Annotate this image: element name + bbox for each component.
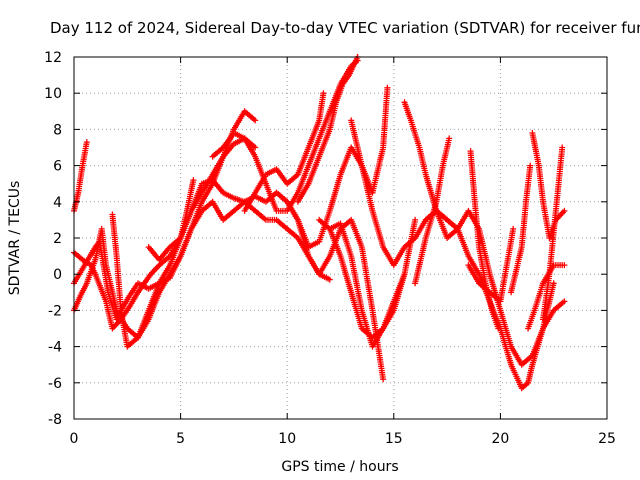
data-point-marker (252, 144, 259, 151)
series-track-8 (241, 90, 327, 214)
data-point-marker (559, 144, 566, 151)
y-tick-label: 2 (53, 231, 62, 247)
x-tick-label: 15 (385, 431, 403, 447)
series-track-4 (71, 108, 259, 341)
series-track-15 (412, 135, 453, 287)
y-tick-label: 0 (53, 267, 62, 283)
data-point-marker (83, 139, 90, 146)
series-track-18 (467, 148, 502, 332)
series-track-6 (145, 177, 197, 263)
grid (74, 57, 607, 419)
y-tick-label: -4 (48, 340, 62, 356)
x-tick-label: 5 (176, 431, 185, 447)
data-point-marker (384, 84, 391, 91)
data-point-marker (550, 280, 557, 287)
y-axis-label: SDTVAR / TECUs (7, 181, 23, 296)
series-track-13 (348, 117, 461, 269)
x-tick-label: 20 (491, 431, 509, 447)
x-axis-label: GPS time / hours (281, 459, 398, 475)
data-point-marker (495, 325, 502, 332)
series-track-19 (508, 162, 534, 296)
y-tick-label: 12 (44, 50, 62, 66)
x-tick-label: 0 (70, 431, 79, 447)
data-point-marker (190, 177, 197, 184)
y-tick-label: -6 (48, 376, 62, 392)
data-point-marker (510, 225, 517, 232)
data-point-marker (326, 276, 333, 283)
data-point-marker (446, 135, 453, 142)
axis-ticks: 0 5 10 15 20 25 -8 -6 -4 -2 0 2 4 6 8 10 12 (44, 50, 616, 447)
y-tick-label: 4 (53, 195, 62, 211)
data-point-marker (380, 376, 387, 383)
chart-title: Day 112 of 2024, Sidereal Day-to-day VTE… (50, 19, 640, 37)
y-tick-label: -8 (48, 412, 62, 428)
data-point-marker (561, 207, 568, 214)
x-tick-label: 10 (278, 431, 296, 447)
series-track-10 (294, 54, 361, 205)
plot-frame (73, 56, 608, 420)
data-point-marker (561, 298, 568, 305)
data-point-marker (561, 262, 568, 269)
data-point-marker (252, 117, 259, 124)
series-track-12 (326, 216, 419, 350)
x-tick-label: 25 (598, 431, 616, 447)
series-track-22 (540, 144, 566, 323)
y-tick-label: -2 (48, 303, 62, 319)
data-series (71, 54, 568, 392)
data-point-marker (412, 216, 419, 223)
data-point-marker (320, 90, 327, 97)
y-tick-label: 8 (53, 122, 62, 138)
y-tick-label: 6 (53, 159, 62, 175)
y-tick-label: 10 (44, 86, 62, 102)
data-point-marker (527, 162, 534, 169)
series-track-9 (273, 84, 391, 251)
